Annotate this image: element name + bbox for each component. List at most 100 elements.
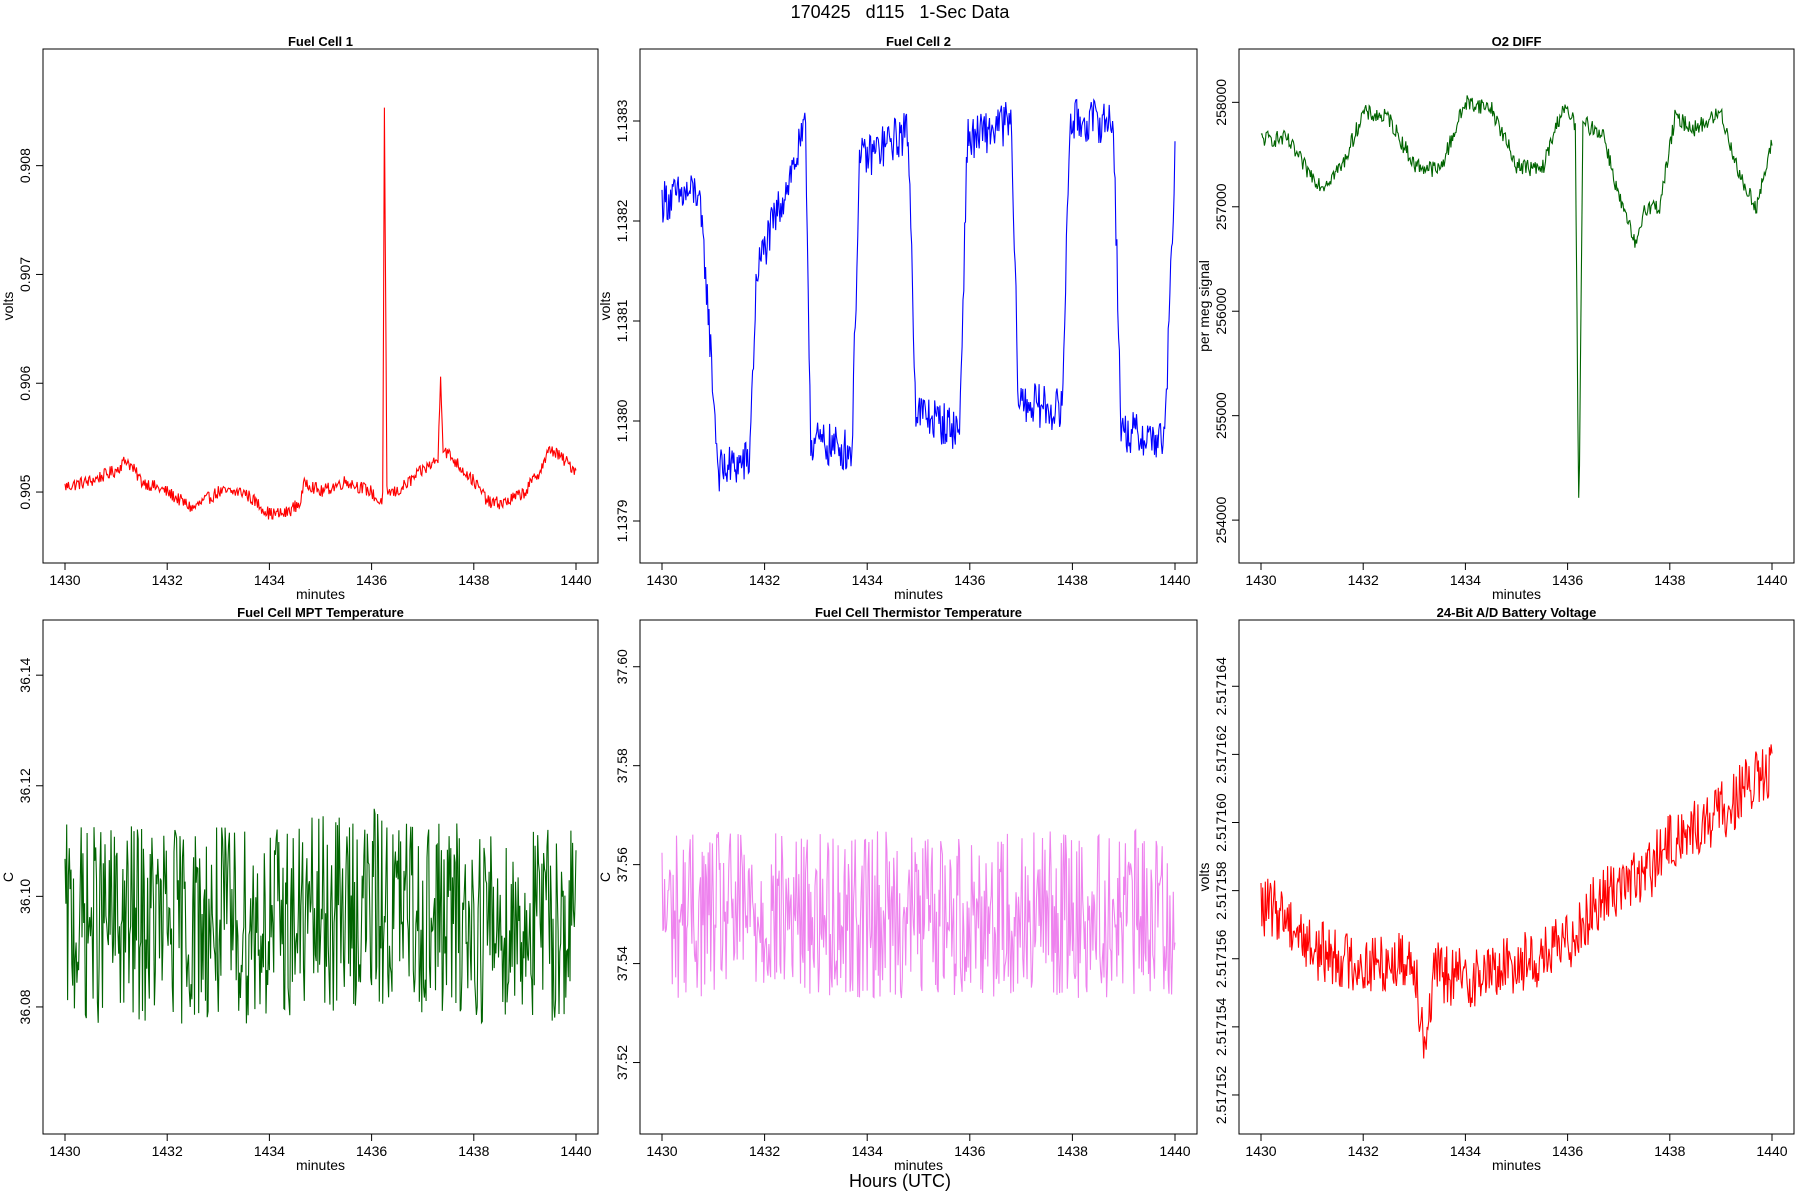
x-tick-label: 1438	[458, 1143, 489, 1159]
panel-title: Fuel Cell 2	[886, 34, 951, 49]
panel-title: Fuel Cell 1	[288, 34, 353, 49]
plot-frame	[1238, 48, 1795, 564]
x-tick-label: 1440	[560, 1143, 591, 1159]
series-line	[64, 107, 577, 520]
panel-title: O2 DIFF	[1492, 34, 1542, 49]
series-line	[1260, 95, 1773, 498]
figure-title: 170425 d115 1-Sec Data	[790, 2, 1010, 22]
y-tick-label: 0.906	[17, 366, 33, 401]
y-tick-label: 2.517164	[1213, 657, 1229, 716]
y-tick-label: 0.905	[17, 474, 33, 509]
y-tick-label: 255000	[1213, 392, 1229, 439]
x-tick-label: 1436	[356, 1143, 387, 1159]
series-line	[1260, 744, 1773, 1059]
x-tick-label: 1432	[152, 572, 183, 588]
x-tick-label: 1434	[852, 1143, 883, 1159]
y-tick-label: 37.60	[614, 649, 630, 684]
y-axis-label: C	[0, 872, 16, 882]
x-tick-label: 1434	[1450, 1143, 1481, 1159]
y-axis-label: C	[597, 872, 613, 882]
x-tick-label: 1438	[1654, 1143, 1685, 1159]
x-axis-label: minutes	[894, 1157, 943, 1173]
panel-title: Fuel Cell MPT Temperature	[237, 605, 404, 620]
chart-panel-5: Fuel Cell Thermistor Temperature 1430 1432…	[597, 605, 1198, 1173]
y-tick-label: 2.517156	[1213, 929, 1229, 988]
chart-panel-6: 24-Bit A/D Battery Voltage 1430 1432 1434 14…	[1196, 605, 1795, 1173]
x-tick-label: 1432	[1348, 1143, 1379, 1159]
y-tick-label: 2.517154	[1213, 997, 1229, 1056]
x-tick-label: 1440	[560, 572, 591, 588]
y-tick-label: 2.517152	[1213, 1066, 1229, 1125]
x-axis-label: minutes	[1492, 1157, 1541, 1173]
y-tick-label: 36.14	[17, 657, 33, 692]
x-tick-label: 1430	[49, 572, 80, 588]
y-tick-label: 1.1381	[614, 299, 630, 342]
x-tick-label: 1440	[1756, 572, 1787, 588]
panel-title: Fuel Cell Thermistor Temperature	[815, 605, 1022, 620]
y-tick-label: 36.08	[17, 989, 33, 1024]
x-tick-label: 1434	[254, 1143, 285, 1159]
chart-panel-4: Fuel Cell MPT Temperature 1430 1432 1434 143…	[0, 605, 599, 1173]
x-tick-label: 1438	[1057, 1143, 1088, 1159]
x-tick-label: 1434	[852, 572, 883, 588]
y-tick-label: 254000	[1213, 497, 1229, 544]
x-tick-label: 1430	[646, 572, 677, 588]
x-tick-label: 1432	[152, 1143, 183, 1159]
y-tick-label: 36.12	[17, 768, 33, 803]
plot-frame	[42, 48, 599, 564]
y-tick-label: 258000	[1213, 79, 1229, 126]
x-tick-label: 1430	[1245, 572, 1276, 588]
series-line	[661, 828, 1176, 999]
x-tick-label: 1436	[954, 572, 985, 588]
y-tick-label: 2.517158	[1213, 861, 1229, 920]
x-tick-label: 1436	[1552, 572, 1583, 588]
x-tick-label: 1430	[49, 1143, 80, 1159]
x-tick-label: 1436	[356, 572, 387, 588]
y-tick-label: 0.908	[17, 148, 33, 183]
series-line	[64, 808, 577, 1025]
x-tick-label: 1430	[1245, 1143, 1276, 1159]
x-axis-label: minutes	[296, 586, 345, 602]
y-tick-label: 256000	[1213, 288, 1229, 335]
x-tick-label: 1432	[749, 572, 780, 588]
series-line	[661, 98, 1176, 492]
x-tick-label: 1438	[1654, 572, 1685, 588]
chart-panel-1: Fuel Cell 1 1430 1432 1434 1436 1438 1440 minut…	[0, 34, 599, 602]
y-axis-label: volts	[1196, 863, 1212, 892]
x-axis-label: minutes	[296, 1157, 345, 1173]
y-tick-label: 2.517162	[1213, 725, 1229, 784]
x-tick-label: 1440	[1159, 1143, 1190, 1159]
y-tick-label: 37.58	[614, 748, 630, 783]
x-tick-label: 1440	[1756, 1143, 1787, 1159]
y-tick-label: 37.56	[614, 847, 630, 882]
panel-title: 24-Bit A/D Battery Voltage	[1437, 605, 1597, 620]
y-tick-label: 1.1380	[614, 399, 630, 442]
y-tick-label: 36.10	[17, 879, 33, 914]
x-axis-label: minutes	[894, 586, 943, 602]
y-tick-label: 257000	[1213, 183, 1229, 230]
figure-x-axis-label: Hours (UTC)	[849, 1171, 951, 1191]
x-tick-label: 1432	[749, 1143, 780, 1159]
y-axis-label: volts	[597, 292, 613, 321]
y-tick-label: 37.52	[614, 1045, 630, 1080]
x-tick-label: 1436	[954, 1143, 985, 1159]
x-tick-label: 1438	[458, 572, 489, 588]
y-tick-label: 37.54	[614, 946, 630, 981]
x-tick-label: 1434	[254, 572, 285, 588]
x-tick-label: 1438	[1057, 572, 1088, 588]
y-axis-label: per meg signal	[1196, 260, 1212, 352]
y-axis-label: volts	[0, 292, 16, 321]
y-tick-label: 1.1379	[614, 499, 630, 542]
x-tick-label: 1434	[1450, 572, 1481, 588]
plot-frame	[1238, 619, 1795, 1135]
x-axis-label: minutes	[1492, 586, 1541, 602]
x-tick-label: 1430	[646, 1143, 677, 1159]
y-tick-label: 0.907	[17, 257, 33, 292]
x-tick-label: 1436	[1552, 1143, 1583, 1159]
x-tick-label: 1440	[1159, 572, 1190, 588]
chart-panel-2: Fuel Cell 2 1430 1432 1434 1436 1438 1440 minut…	[597, 34, 1198, 602]
y-tick-label: 1.1383	[614, 99, 630, 142]
x-tick-label: 1432	[1348, 572, 1379, 588]
chart-panel-3: O2 DIFF 1430 1432 1434 1436 1438 1440 minutes 25…	[1196, 34, 1795, 602]
